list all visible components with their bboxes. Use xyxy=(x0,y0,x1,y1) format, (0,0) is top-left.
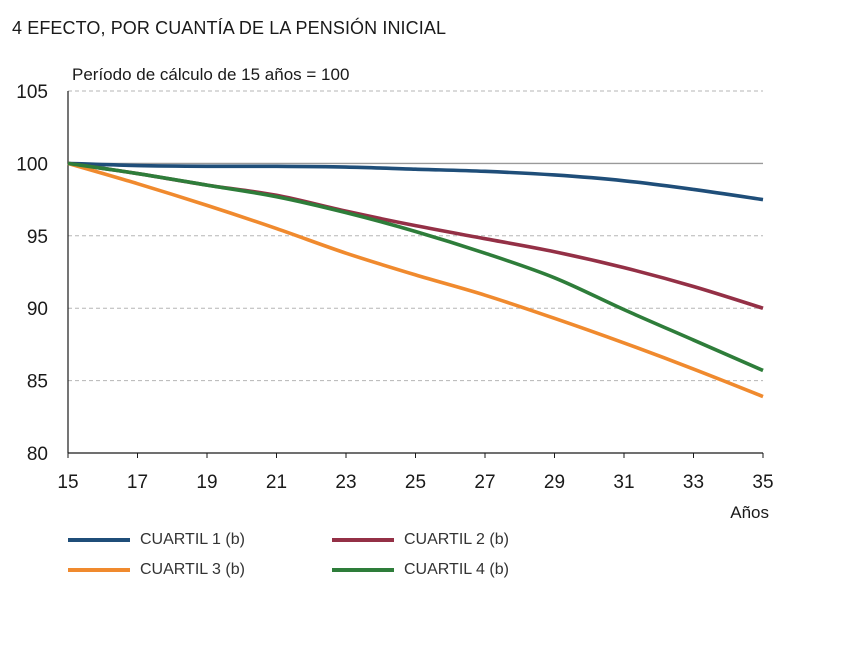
chart-title: 4 EFECTO, POR CUANTÍA DE LA PENSIÓN INIC… xyxy=(12,18,447,38)
gridlines xyxy=(68,90,763,382)
x-tick-label-15: 15 xyxy=(57,472,78,493)
series-line-cuartil-4 xyxy=(67,161,764,373)
legend-swatch xyxy=(68,568,130,572)
legend-swatch xyxy=(68,538,130,542)
y-tick-label-95: 95 xyxy=(27,227,48,248)
y-tick-label-85: 85 xyxy=(27,372,48,393)
x-tick-label-27: 27 xyxy=(474,472,495,493)
legend-swatch xyxy=(332,568,394,572)
series-line-cuartil-1 xyxy=(67,161,764,202)
x-tick-label-25: 25 xyxy=(405,472,426,493)
chart-subtitle: Período de cálculo de 15 años = 100 xyxy=(72,65,349,84)
legend-item-cuartil-2: CUARTIL 2 (b) xyxy=(332,531,509,549)
x-axis-label: Años xyxy=(730,503,769,522)
y-tick-label-105: 105 xyxy=(16,82,48,103)
x-tick-label-35: 35 xyxy=(752,472,773,493)
x-tick-label-21: 21 xyxy=(266,472,287,493)
y-tick-label-100: 100 xyxy=(16,154,48,175)
legend-item-cuartil-4: CUARTIL 4 (b) xyxy=(332,561,509,579)
x-tick-label-17: 17 xyxy=(127,472,148,493)
x-tick-label-23: 23 xyxy=(335,472,356,493)
legend-label: CUARTIL 2 (b) xyxy=(404,531,509,548)
x-tick-label-29: 29 xyxy=(544,472,565,493)
legend-label: CUARTIL 4 (b) xyxy=(404,561,509,578)
series-line-cuartil-3 xyxy=(67,161,764,399)
x-tick-label-33: 33 xyxy=(683,472,704,493)
legend-swatch xyxy=(332,538,394,542)
legend-item-cuartil-3: CUARTIL 3 (b) xyxy=(68,561,245,579)
y-tick-label-90: 90 xyxy=(27,299,48,320)
x-tick-label-19: 19 xyxy=(196,472,217,493)
y-tick-label-80: 80 xyxy=(27,444,48,465)
tick-labels: 15 17 19 21 23 25 27 29 31 33 35 80 85 90 95 100 105 xyxy=(16,82,773,493)
legend-label: CUARTIL 1 (b) xyxy=(140,531,245,548)
series-lines xyxy=(67,161,764,399)
legend-label: CUARTIL 3 (b) xyxy=(140,561,245,578)
axes xyxy=(67,91,764,458)
x-tick-label-31: 31 xyxy=(613,472,634,493)
legend-item-cuartil-1: CUARTIL 1 (b) xyxy=(68,531,245,549)
